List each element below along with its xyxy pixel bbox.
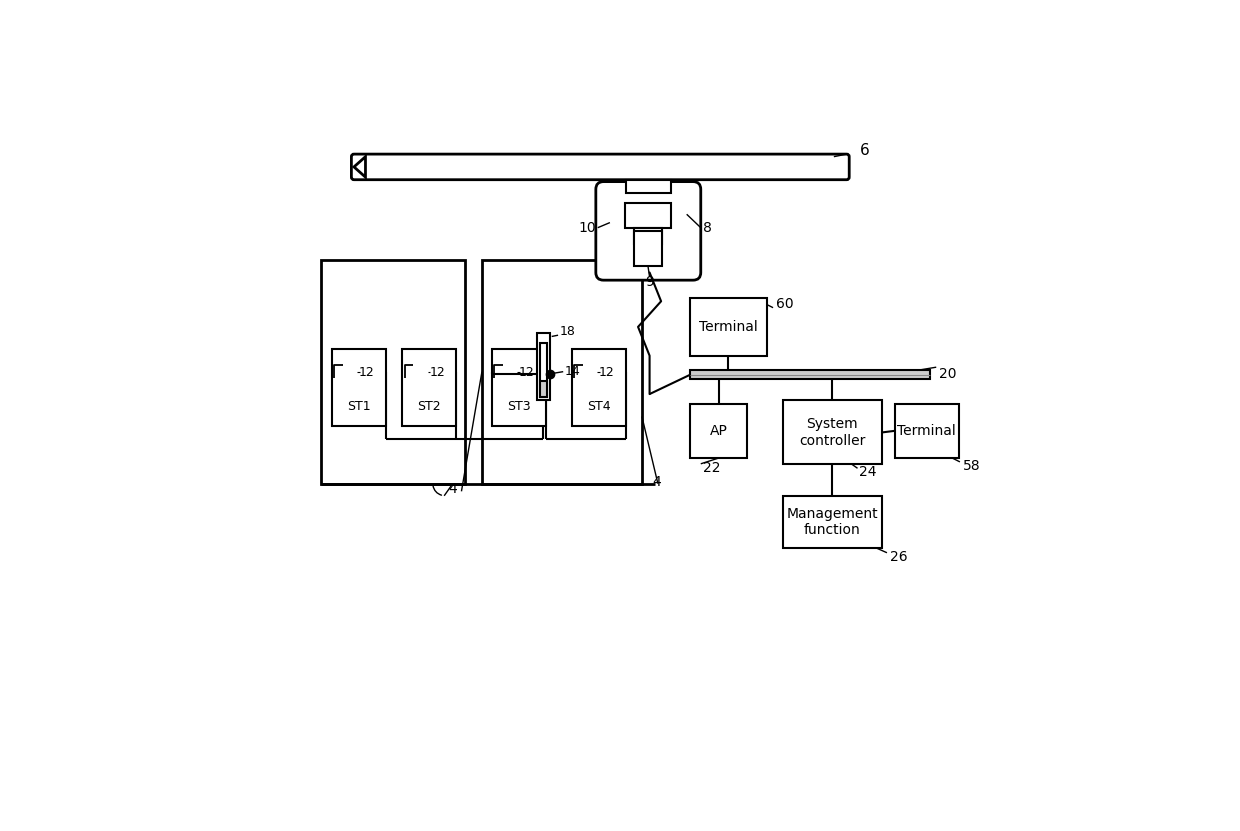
Text: 12: 12 (520, 366, 534, 379)
Text: 14: 14 (565, 365, 580, 378)
FancyBboxPatch shape (689, 298, 766, 356)
Text: 12: 12 (429, 366, 445, 379)
FancyBboxPatch shape (626, 179, 671, 193)
Text: 12: 12 (599, 366, 615, 379)
FancyBboxPatch shape (539, 343, 547, 397)
FancyBboxPatch shape (482, 259, 642, 484)
Text: ST1: ST1 (347, 401, 371, 413)
Text: 8: 8 (703, 221, 712, 234)
FancyBboxPatch shape (634, 231, 662, 266)
FancyBboxPatch shape (596, 182, 701, 280)
FancyBboxPatch shape (402, 349, 456, 426)
Text: System
controller: System controller (799, 417, 866, 448)
Polygon shape (353, 157, 366, 177)
FancyBboxPatch shape (331, 349, 386, 426)
Text: 6: 6 (859, 144, 869, 159)
Text: 18: 18 (560, 326, 575, 338)
Text: 9: 9 (645, 275, 653, 289)
Text: Terminal: Terminal (699, 320, 758, 334)
Text: ST3: ST3 (507, 401, 531, 413)
Text: AP: AP (709, 424, 728, 438)
FancyBboxPatch shape (491, 349, 546, 426)
Text: 10: 10 (578, 221, 596, 234)
Text: Terminal: Terminal (898, 424, 956, 438)
Text: 26: 26 (890, 549, 908, 563)
Text: 4: 4 (449, 483, 458, 496)
FancyBboxPatch shape (537, 333, 549, 401)
FancyBboxPatch shape (689, 404, 748, 458)
FancyBboxPatch shape (541, 381, 547, 397)
FancyBboxPatch shape (625, 204, 671, 228)
Text: 12: 12 (360, 366, 374, 379)
FancyBboxPatch shape (634, 228, 662, 243)
FancyBboxPatch shape (689, 371, 930, 379)
Text: 60: 60 (776, 297, 794, 312)
Text: 20: 20 (940, 366, 957, 381)
Text: 22: 22 (703, 460, 720, 475)
FancyBboxPatch shape (894, 404, 959, 458)
FancyBboxPatch shape (782, 496, 882, 548)
FancyBboxPatch shape (351, 154, 849, 179)
Text: 58: 58 (963, 459, 981, 473)
Text: 4: 4 (652, 475, 661, 489)
FancyBboxPatch shape (321, 259, 465, 484)
Text: Management
function: Management function (786, 507, 878, 537)
Text: 24: 24 (859, 465, 877, 479)
FancyBboxPatch shape (782, 401, 882, 465)
FancyBboxPatch shape (572, 349, 626, 426)
Text: ST2: ST2 (418, 401, 441, 413)
Text: ST4: ST4 (587, 401, 610, 413)
